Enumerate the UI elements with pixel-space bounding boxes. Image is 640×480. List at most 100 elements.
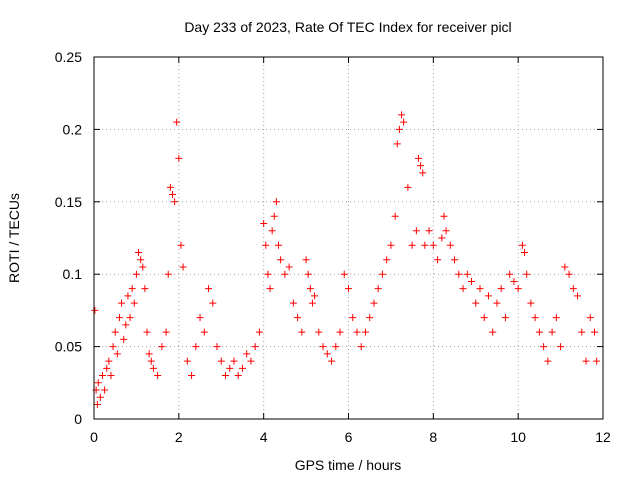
data-point-marker: [336, 328, 344, 336]
data-point-marker: [319, 343, 327, 351]
data-point-marker: [162, 328, 170, 336]
data-point-marker: [145, 350, 153, 358]
data-point-marker: [391, 212, 399, 220]
data-point-marker: [302, 256, 310, 264]
data-point-marker: [177, 241, 185, 249]
data-point-marker: [569, 285, 577, 293]
data-point-marker: [387, 241, 395, 249]
data-point-marker: [306, 285, 314, 293]
data-point-marker: [451, 256, 459, 264]
data-point-marker: [574, 292, 582, 300]
data-point-marker: [521, 248, 529, 256]
data-point-marker: [109, 343, 117, 351]
y-tick-label: 0.1: [63, 266, 83, 282]
data-point-marker: [328, 357, 336, 365]
data-point-marker: [275, 241, 283, 249]
data-point-marker: [440, 212, 448, 220]
data-point-marker: [472, 299, 480, 307]
data-point-marker: [139, 263, 147, 271]
data-point-marker: [124, 292, 132, 300]
data-point-marker: [370, 299, 378, 307]
data-point-marker: [393, 140, 401, 148]
data-point-marker: [383, 256, 391, 264]
y-tick-label: 0: [74, 411, 82, 427]
x-tick-label: 6: [345, 429, 353, 445]
data-point-marker: [113, 350, 121, 358]
data-point-marker: [531, 314, 539, 322]
data-point-marker: [192, 343, 200, 351]
data-point-marker: [357, 343, 365, 351]
x-tick-label: 8: [429, 429, 437, 445]
data-point-marker: [578, 328, 586, 336]
data-point-marker: [501, 314, 509, 322]
axis-ticks: [93, 56, 604, 420]
x-tick-label: 10: [510, 429, 526, 445]
data-point-marker: [130, 299, 138, 307]
grid-lines: [94, 57, 603, 419]
data-point-marker: [349, 314, 357, 322]
data-point-marker: [143, 328, 151, 336]
data-point-marker: [400, 118, 408, 126]
data-point-marker: [523, 270, 531, 278]
data-point-marker: [260, 220, 268, 228]
x-tick-label: 12: [595, 429, 611, 445]
data-point-marker: [221, 372, 229, 380]
data-point-marker: [200, 328, 208, 336]
y-tick-labels: 0 0.05 0.1 0.15 0.2 0.25: [55, 49, 82, 427]
data-point-marker: [497, 285, 505, 293]
data-point-marker: [434, 256, 442, 264]
data-point-marker: [429, 241, 437, 249]
data-point-marker: [122, 321, 130, 329]
y-tick-label: 0.15: [55, 194, 82, 210]
data-point-marker: [196, 314, 204, 322]
data-point-marker: [366, 314, 374, 322]
data-point-marker: [230, 357, 238, 365]
data-point-marker: [262, 241, 270, 249]
data-point-marker: [540, 343, 548, 351]
data-point-marker: [493, 299, 501, 307]
data-point-marker: [548, 328, 556, 336]
data-point-marker: [378, 270, 386, 278]
data-point-marker: [137, 256, 145, 264]
data-point-marker: [213, 343, 221, 351]
data-point-marker: [459, 285, 467, 293]
data-point-marker: [154, 372, 162, 380]
data-point-marker: [438, 234, 446, 242]
data-point-marker: [175, 154, 183, 162]
data-point-marker: [374, 285, 382, 293]
data-point-marker: [238, 364, 246, 372]
data-point-marker: [527, 299, 535, 307]
data-point-marker: [101, 386, 109, 394]
data-point-marker: [285, 263, 293, 271]
data-point-marker: [264, 270, 272, 278]
data-point-marker: [518, 241, 526, 249]
data-point-marker: [93, 401, 101, 409]
data-point-marker: [179, 263, 187, 271]
data-point-marker: [205, 285, 213, 293]
data-point-marker: [442, 227, 450, 235]
data-point-marker: [308, 299, 316, 307]
data-point-marker: [514, 285, 522, 293]
data-point-marker: [395, 125, 403, 133]
y-axis-label: ROTI / TECUs: [6, 193, 22, 283]
data-point-marker: [234, 372, 242, 380]
chart-title: Day 233 of 2023, Rate Of TEC Index for r…: [184, 19, 511, 35]
data-point-marker: [468, 277, 476, 285]
data-point-marker: [561, 263, 569, 271]
data-point-marker: [135, 248, 143, 256]
data-point-marker: [115, 314, 123, 322]
data-point-marker: [217, 357, 225, 365]
y-tick-label: 0.25: [55, 49, 82, 65]
data-point-marker: [353, 328, 361, 336]
x-axis-label: GPS time / hours: [295, 457, 402, 473]
y-tick-label: 0.2: [63, 121, 83, 137]
data-point-marker: [311, 292, 319, 300]
data-point-marker: [209, 299, 217, 307]
data-point-marker: [243, 350, 251, 358]
data-point-marker: [103, 364, 111, 372]
data-point-marker: [126, 314, 134, 322]
data-point-marker: [586, 314, 594, 322]
data-point-marker: [118, 299, 126, 307]
data-point-marker: [412, 227, 420, 235]
